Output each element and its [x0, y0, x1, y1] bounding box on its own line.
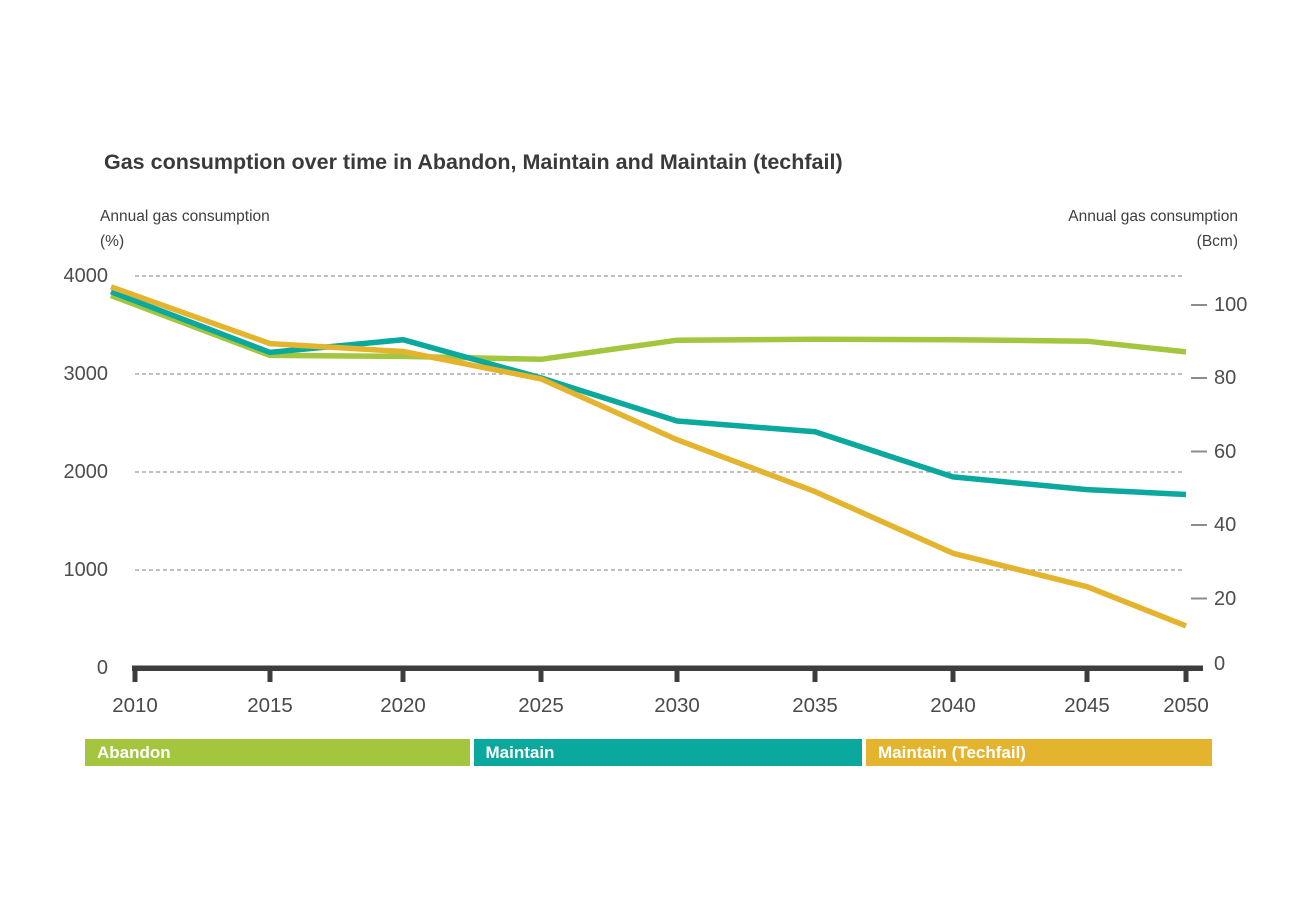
series-line-maintain-techfail [110, 284, 1188, 629]
x-axis-tick-2015 [267, 668, 273, 682]
series-line-maintain [110, 289, 1187, 498]
x-tick-label-2015: 2015 [247, 694, 293, 717]
right-axis-label-line1: Annual gas consumption [1068, 208, 1238, 225]
x-tick-label-2045: 2045 [1064, 694, 1110, 717]
legend-label: Abandon [97, 743, 171, 762]
legend-segment-maintain: Maintain [473, 739, 862, 766]
series-line-abandon [110, 293, 1187, 363]
x-axis-tick-2020 [400, 668, 406, 682]
x-tick-label-2040: 2040 [930, 694, 976, 717]
left-tick-label-0: 0 [96, 657, 108, 679]
x-tick-label-2030: 2030 [654, 694, 700, 717]
legend-label: Maintain (Techfail) [878, 743, 1026, 762]
x-axis-tick-2050 [1183, 668, 1189, 682]
legend-label: Maintain [485, 743, 555, 762]
left-tick-label-1000: 1000 [63, 559, 109, 581]
x-tick-label-2020: 2020 [380, 694, 426, 717]
right-tick-label-80: 80 [1214, 367, 1237, 389]
x-tick-label-2050: 2050 [1163, 694, 1209, 717]
right-tick-label-40: 40 [1214, 514, 1237, 536]
left-axis-label: Annual gas consumption (%) [100, 204, 270, 254]
left-axis-label-line2: (%) [100, 233, 125, 250]
legend-segment-maintain-techfail: Maintain (Techfail) [866, 739, 1212, 766]
x-tick-label-2035: 2035 [792, 694, 838, 717]
right-tick-label-0: 0 [1214, 653, 1226, 675]
left-axis-label-line1: Annual gas consumption [100, 208, 270, 225]
chart-title: Gas consumption over time in Abandon, Ma… [104, 150, 843, 174]
right-axis-label-line2: (Bcm) [1196, 233, 1238, 250]
left-tick-label-3000: 3000 [63, 363, 109, 385]
right-tick-label-20: 20 [1214, 587, 1237, 610]
x-axis-tick-2030 [674, 668, 680, 682]
x-axis-line [132, 665, 1203, 671]
right-tick-label-60: 60 [1214, 440, 1237, 463]
right-tick-label-100: 100 [1214, 294, 1248, 316]
x-tick-label-2025: 2025 [518, 694, 564, 717]
x-axis-tick-2040 [950, 668, 956, 682]
x-axis-tick-2035 [812, 668, 818, 682]
left-tick-label-4000: 4000 [63, 265, 109, 287]
x-axis-tick-2010 [132, 668, 138, 682]
x-axis-tick-2045 [1084, 668, 1090, 682]
left-tick-label-2000: 2000 [63, 461, 109, 483]
right-axis-label: Annual gas consumption (Bcm) [1068, 204, 1238, 254]
legend-segment-abandon: Abandon [85, 739, 470, 766]
x-axis-tick-2025 [538, 668, 544, 682]
x-tick-label-2010: 2010 [112, 694, 158, 717]
